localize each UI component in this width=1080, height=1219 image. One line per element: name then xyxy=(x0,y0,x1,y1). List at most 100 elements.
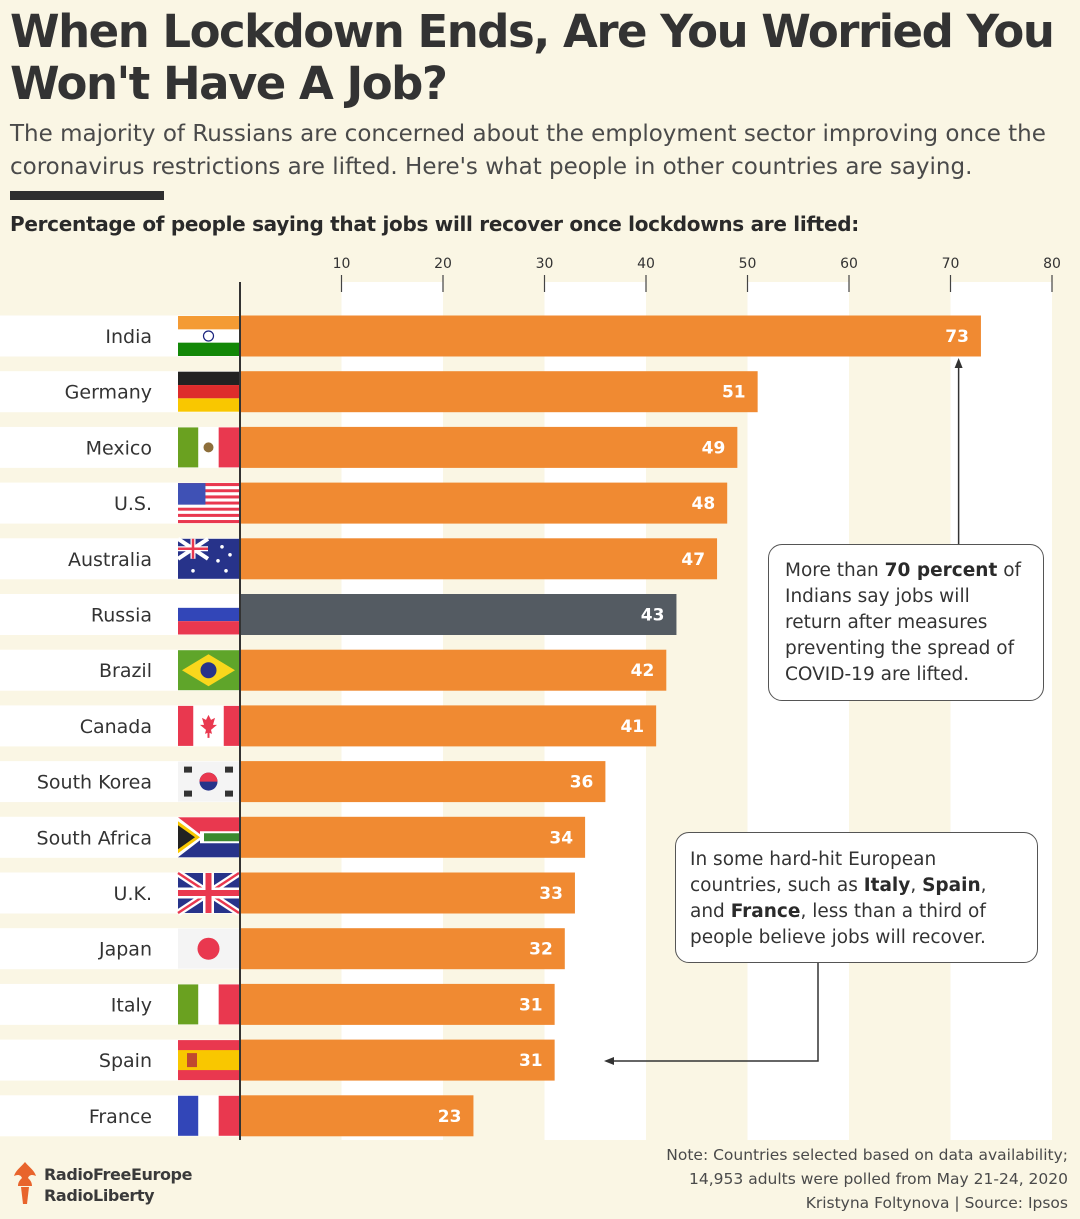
logo-line-1: RadioFreeEurope xyxy=(44,1165,193,1184)
bar-australia xyxy=(240,538,718,580)
category-label-australia: Australia xyxy=(68,549,152,571)
bar-japan xyxy=(240,928,565,970)
bar-france xyxy=(240,1095,474,1137)
grid-band xyxy=(950,282,1052,1140)
japan-flag-icon xyxy=(178,928,239,969)
category-label-south-africa: South Africa xyxy=(37,827,152,849)
value-label-germany: 51 xyxy=(722,383,746,403)
x-axis-ticks: 10 20 30 40 50 60 70 80 xyxy=(333,256,1061,292)
x-tick-label: 40 xyxy=(637,256,655,272)
chart-bars: 73 51 49 48 47 43 42 41 36 34 33 32 31 31 23 xyxy=(240,315,981,1137)
category-label-italy: Italy xyxy=(111,994,152,1016)
bar-canada xyxy=(240,705,657,747)
bar-india xyxy=(240,315,981,357)
callout-arrows xyxy=(604,358,963,1065)
callout-india-bold-1: 70 percent xyxy=(884,560,998,581)
spain-flag-icon xyxy=(178,1040,239,1081)
bar-south-korea xyxy=(240,761,606,803)
russia-flag-icon xyxy=(178,594,239,635)
page-title: When Lockdown Ends, Are You Worried You … xyxy=(10,5,1055,110)
category-label-u-k: U.K. xyxy=(114,883,152,905)
value-label-india: 73 xyxy=(945,327,969,347)
value-label-russia: 43 xyxy=(641,606,665,626)
bar-brazil xyxy=(240,649,667,691)
callout-europe-bold-france: France xyxy=(730,901,801,922)
south-africa-flag-icon xyxy=(178,817,239,858)
callout-europe-text-1: In some hard-hit European countries, suc… xyxy=(690,849,937,896)
mexico-flag-icon xyxy=(178,427,239,468)
bar-russia xyxy=(240,594,677,635)
title-divider xyxy=(10,191,164,200)
grid-band xyxy=(747,282,849,1140)
x-tick-label: 80 xyxy=(1043,256,1061,272)
rfe-rl-logo: RadioFreeEurope RadioLiberty xyxy=(8,1160,208,1212)
value-label-brazil: 42 xyxy=(631,661,655,681)
callout-europe-text-3: , and xyxy=(690,875,987,922)
category-label-canada: Canada xyxy=(80,716,152,738)
x-tick-label: 30 xyxy=(536,256,554,272)
callout-europe-bold-italy: Italy xyxy=(863,875,911,896)
australia-flag-icon xyxy=(176,537,239,579)
value-label-spain: 31 xyxy=(519,1051,543,1071)
callout-europe: In some hard-hit European countries, suc… xyxy=(675,832,1038,963)
value-label-france: 23 xyxy=(438,1107,462,1127)
bar-italy xyxy=(240,983,555,1025)
category-labels: India Germany Mexico U.S. Australia Russia Bra… xyxy=(37,326,152,1128)
brazil-flag-icon xyxy=(178,650,239,691)
value-label-canada: 41 xyxy=(620,717,644,737)
value-label-south-africa: 34 xyxy=(549,828,573,848)
callout-india: More than 70 percent of Indians say jobs… xyxy=(768,544,1044,701)
callout-europe-text-4: , less than a third of people believe jo… xyxy=(690,901,986,948)
page-subtitle: The majority of Russians are concerned a… xyxy=(10,121,1046,180)
bar-u-k xyxy=(240,872,575,914)
callout-europe-bold-spain: Spain xyxy=(922,875,981,896)
value-label-u-k: 33 xyxy=(539,884,563,904)
flag-icons xyxy=(176,316,241,1136)
bar-mexico xyxy=(240,426,738,468)
x-tick-label: 70 xyxy=(942,256,960,272)
uk-flag-icon xyxy=(176,870,241,916)
category-label-brazil: Brazil xyxy=(99,660,152,682)
callout-india-text-1: More than xyxy=(785,560,885,581)
callout-arrow-europe xyxy=(612,963,819,1062)
germany-flag-icon xyxy=(178,371,239,412)
bar-south-africa xyxy=(240,816,586,858)
canada-flag-icon xyxy=(178,705,239,746)
arrow-head-left xyxy=(604,1057,614,1065)
bar-germany xyxy=(240,371,758,413)
south-korea-flag-icon xyxy=(178,761,239,802)
x-tick-label: 20 xyxy=(434,256,452,272)
bar-spain xyxy=(240,1039,555,1081)
arrow-head-up xyxy=(954,358,963,368)
category-label-japan: Japan xyxy=(98,939,152,961)
logo-line-2: RadioLiberty xyxy=(44,1186,155,1205)
bar-u-s xyxy=(240,482,728,524)
value-label-south-korea: 36 xyxy=(570,773,594,793)
france-flag-icon xyxy=(178,1095,239,1136)
callout-india-text-2: of Indians say jobs will return after me… xyxy=(785,560,1022,685)
value-label-u-s: 48 xyxy=(692,494,716,514)
footer-note: Note: Countries selected based on data a… xyxy=(666,1143,1068,1215)
callout-europe-text-2: , xyxy=(910,875,923,896)
category-label-south-korea: South Korea xyxy=(37,772,152,794)
note-line-2: 14,953 adults were polled from May 21-24… xyxy=(689,1170,1068,1188)
category-label-russia: Russia xyxy=(91,605,152,627)
italy-flag-icon xyxy=(178,984,239,1025)
x-tick-label: 60 xyxy=(840,256,858,272)
value-label-australia: 47 xyxy=(681,550,705,570)
category-label-u-s: U.S. xyxy=(114,493,152,515)
category-label-mexico: Mexico xyxy=(86,437,152,459)
value-label-mexico: 49 xyxy=(702,438,726,458)
bar-chart: 10 20 30 40 50 60 70 80 73 51 49 48 47 43 42 41 36 34 33 3… xyxy=(0,256,1061,1140)
torch-icon xyxy=(14,1162,36,1204)
chart-heading: Percentage of people saying that jobs wi… xyxy=(10,212,860,236)
india-flag-icon xyxy=(178,316,239,356)
category-label-france: France xyxy=(89,1106,152,1128)
x-tick-label: 50 xyxy=(739,256,757,272)
category-label-germany: Germany xyxy=(65,382,152,404)
category-label-spain: Spain xyxy=(99,1050,152,1072)
us-flag-icon xyxy=(178,483,239,524)
value-label-japan: 32 xyxy=(529,940,553,960)
note-line-1: Note: Countries selected based on data a… xyxy=(666,1146,1068,1164)
credit-line: Kristyna Foltynova | Source: Ipsos xyxy=(805,1194,1068,1212)
